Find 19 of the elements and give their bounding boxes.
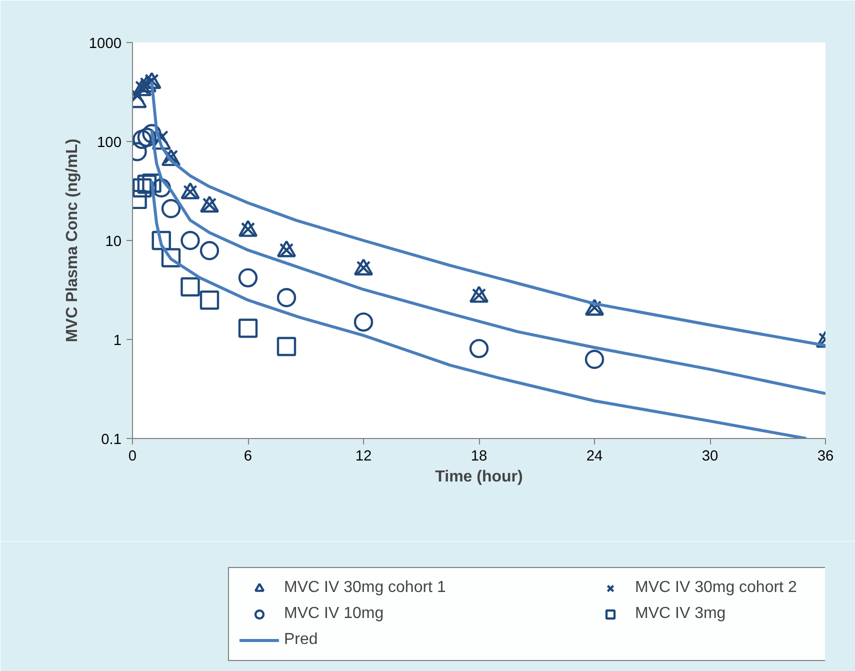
x-axis-title: Time (hour): [435, 468, 523, 486]
y-tick-label: 0.1: [101, 432, 122, 448]
legend-label: MVC IV 3mg: [635, 605, 727, 623]
y-tick-label: 10: [105, 234, 122, 250]
x-tick-label: 12: [355, 448, 372, 464]
x-tick-label: 36: [817, 448, 834, 464]
x-tick-label: 6: [244, 448, 252, 464]
legend-label: MVC IV 10mg: [284, 605, 385, 623]
legend-label: MVC IV 30mg cohort 1: [284, 579, 447, 597]
x-tick-label: 18: [470, 448, 488, 464]
y-tick-label: 100: [97, 135, 122, 151]
y-tick-label: 1: [113, 333, 122, 349]
legend-label: MVC IV 30mg cohort 2: [635, 579, 798, 597]
y-tick-label: 1000: [88, 36, 122, 52]
x-tick-label: 0: [128, 448, 137, 464]
y-axis-title: MVC Plasma Conc (ng/mL): [64, 138, 81, 342]
legend-label: Pred: [284, 631, 319, 649]
x-tick-label: 30: [702, 448, 718, 464]
x-tick-label: 24: [586, 448, 603, 464]
